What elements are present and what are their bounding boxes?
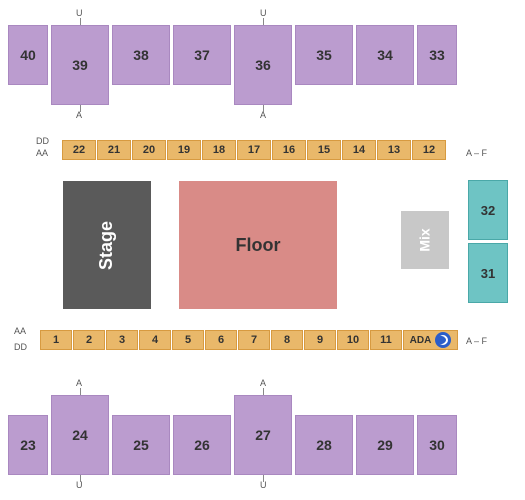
- tick-mark: [80, 475, 81, 482]
- section-26[interactable]: 26: [173, 415, 231, 475]
- section-20[interactable]: 20: [132, 140, 166, 160]
- section-17[interactable]: 17: [237, 140, 271, 160]
- tick-mark: [263, 475, 264, 482]
- section-10[interactable]: 10: [337, 330, 369, 350]
- section-34[interactable]: 34: [356, 25, 414, 85]
- mix-label: Mix: [417, 228, 433, 251]
- wheelchair-icon: [435, 332, 451, 348]
- ada-label: ADA: [410, 335, 432, 346]
- section-13[interactable]: 13: [377, 140, 411, 160]
- row-label: AA: [36, 148, 48, 158]
- section-36[interactable]: 36: [234, 25, 292, 105]
- section-19[interactable]: 19: [167, 140, 201, 160]
- mix: Mix: [400, 210, 450, 270]
- section-24[interactable]: 24: [51, 395, 109, 475]
- row-label: A – F: [466, 148, 487, 158]
- section-1[interactable]: 1: [40, 330, 72, 350]
- section-11[interactable]: 11: [370, 330, 402, 350]
- floor[interactable]: Floor: [178, 180, 338, 310]
- stage: Stage: [62, 180, 152, 310]
- section-35[interactable]: 35: [295, 25, 353, 85]
- section-37[interactable]: 37: [173, 25, 231, 85]
- tick-label: U: [260, 8, 267, 18]
- section-33[interactable]: 33: [417, 25, 457, 85]
- section-14[interactable]: 14: [342, 140, 376, 160]
- section-15[interactable]: 15: [307, 140, 341, 160]
- stage-label: Stage: [97, 220, 118, 269]
- section-29[interactable]: 29: [356, 415, 414, 475]
- tick-label: A: [76, 378, 82, 388]
- section-9[interactable]: 9: [304, 330, 336, 350]
- section-32[interactable]: 32: [468, 180, 508, 240]
- section-5[interactable]: 5: [172, 330, 204, 350]
- tick-label: U: [76, 8, 83, 18]
- tick-mark: [263, 18, 264, 25]
- tick-mark: [80, 388, 81, 395]
- tick-mark: [263, 105, 264, 112]
- section-21[interactable]: 21: [97, 140, 131, 160]
- section-18[interactable]: 18: [202, 140, 236, 160]
- section-27[interactable]: 27: [234, 395, 292, 475]
- section-2[interactable]: 2: [73, 330, 105, 350]
- section-3[interactable]: 3: [106, 330, 138, 350]
- section-25[interactable]: 25: [112, 415, 170, 475]
- section-38[interactable]: 38: [112, 25, 170, 85]
- section-22[interactable]: 22: [62, 140, 96, 160]
- section-4[interactable]: 4: [139, 330, 171, 350]
- row-label: DD: [36, 136, 49, 146]
- section-16[interactable]: 16: [272, 140, 306, 160]
- section-23[interactable]: 23: [8, 415, 48, 475]
- tick-mark: [263, 388, 264, 395]
- section-28[interactable]: 28: [295, 415, 353, 475]
- row-label: DD: [14, 342, 27, 352]
- section-ada[interactable]: ADA: [403, 330, 458, 350]
- row-label: A – F: [466, 336, 487, 346]
- section-39[interactable]: 39: [51, 25, 109, 105]
- tick-label: A: [76, 110, 82, 120]
- section-8[interactable]: 8: [271, 330, 303, 350]
- section-12[interactable]: 12: [412, 140, 446, 160]
- tick-mark: [80, 105, 81, 112]
- tick-label: A: [260, 378, 266, 388]
- section-40[interactable]: 40: [8, 25, 48, 85]
- tick-mark: [80, 18, 81, 25]
- section-31[interactable]: 31: [468, 243, 508, 303]
- section-30[interactable]: 30: [417, 415, 457, 475]
- row-label: AA: [14, 326, 26, 336]
- section-7[interactable]: 7: [238, 330, 270, 350]
- section-6[interactable]: 6: [205, 330, 237, 350]
